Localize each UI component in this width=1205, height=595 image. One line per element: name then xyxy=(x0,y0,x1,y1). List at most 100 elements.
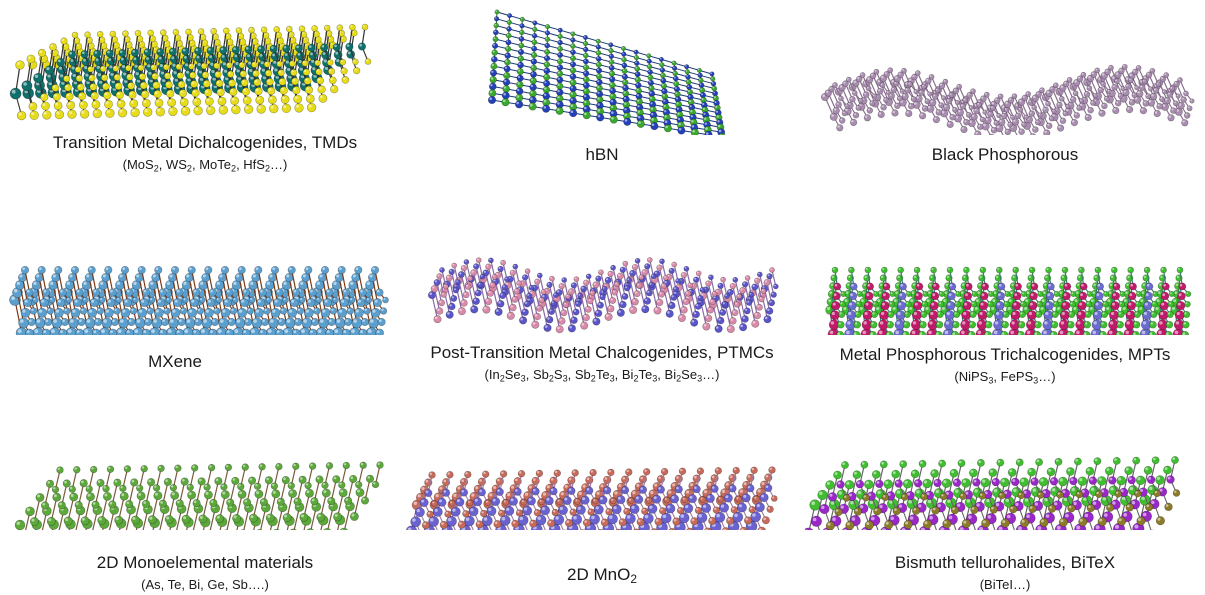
atom-highlight xyxy=(374,299,378,303)
atom-highlight xyxy=(895,330,899,335)
atom-highlight xyxy=(1123,65,1125,67)
atom-highlight xyxy=(674,82,677,84)
atom-highlight xyxy=(201,329,205,333)
atom-highlight xyxy=(1051,332,1054,335)
atom xyxy=(168,317,179,329)
atom-highlight xyxy=(977,291,980,294)
atom xyxy=(647,79,654,86)
atom-highlight xyxy=(909,307,913,310)
atom-highlight xyxy=(101,329,105,333)
atom-highlight xyxy=(57,59,61,63)
atom xyxy=(515,100,524,109)
atom xyxy=(608,47,614,54)
atom-highlight xyxy=(381,308,384,311)
atom-highlight xyxy=(107,299,111,303)
atom xyxy=(544,30,551,36)
atom xyxy=(616,272,624,280)
atom-highlight xyxy=(100,281,104,285)
atom xyxy=(531,320,540,329)
atom xyxy=(1183,112,1191,119)
atom-highlight xyxy=(944,291,947,294)
atom-highlight xyxy=(1092,330,1097,335)
atom xyxy=(610,264,616,271)
atom-highlight xyxy=(979,311,983,316)
atom xyxy=(53,101,63,111)
atom-highlight xyxy=(491,70,494,73)
atom xyxy=(699,87,706,94)
atom xyxy=(503,72,511,80)
atom xyxy=(101,317,113,329)
atom xyxy=(493,16,500,22)
atom xyxy=(273,26,281,33)
atom-highlight xyxy=(637,283,640,286)
atom xyxy=(208,328,218,335)
atom-highlight xyxy=(558,40,561,43)
atom-highlight xyxy=(143,330,147,333)
atom-highlight xyxy=(81,308,84,311)
atom-highlight xyxy=(183,298,186,300)
atom xyxy=(332,43,341,52)
atom-highlight xyxy=(145,49,148,53)
atom-highlight xyxy=(520,317,523,321)
atom-highlight xyxy=(260,289,263,293)
atom-highlight xyxy=(642,270,645,273)
atom xyxy=(1106,88,1112,94)
bond xyxy=(539,275,545,293)
bond xyxy=(331,299,339,334)
atom-highlight xyxy=(243,89,246,92)
atom-highlight xyxy=(510,305,513,308)
bond xyxy=(47,299,56,334)
atom-highlight xyxy=(39,309,43,313)
atom xyxy=(448,302,456,311)
atom xyxy=(595,55,602,62)
atom xyxy=(89,298,99,308)
atom-highlight xyxy=(570,98,574,101)
atom-highlight xyxy=(570,80,574,83)
atom xyxy=(1148,86,1154,92)
atom-highlight xyxy=(992,299,996,302)
bond xyxy=(556,298,563,322)
material-panel-mxene: MXene xyxy=(5,200,405,398)
bond xyxy=(661,58,675,64)
atom xyxy=(990,126,998,134)
atom-highlight xyxy=(89,267,92,270)
atom xyxy=(709,298,716,306)
atom xyxy=(349,23,356,31)
atom-highlight xyxy=(1141,108,1144,111)
atom xyxy=(621,292,629,300)
atom-highlight xyxy=(383,298,386,300)
atom xyxy=(592,281,600,289)
atom-highlight xyxy=(495,17,497,19)
atom xyxy=(644,263,651,270)
atom xyxy=(634,60,640,66)
bond xyxy=(580,295,587,318)
atom-highlight xyxy=(1171,108,1174,111)
atom-highlight xyxy=(447,275,450,278)
atom xyxy=(232,296,239,304)
atom xyxy=(491,274,498,280)
atom xyxy=(89,83,98,91)
atom xyxy=(608,70,616,77)
atom-highlight xyxy=(713,96,716,99)
atom-highlight xyxy=(306,87,309,90)
atom-highlight xyxy=(884,98,886,100)
atom-highlight xyxy=(189,267,192,270)
atom xyxy=(277,69,285,77)
atom-highlight xyxy=(700,88,703,91)
material-title: Black Phosphorous xyxy=(931,145,1079,164)
atom-highlight xyxy=(696,304,699,307)
bond xyxy=(274,269,281,293)
atom xyxy=(318,93,328,103)
atom-highlight xyxy=(600,295,603,297)
bond xyxy=(529,300,536,325)
atom xyxy=(341,76,350,84)
atom-highlight xyxy=(519,37,522,39)
atom-highlight xyxy=(1098,88,1101,90)
atom xyxy=(963,118,970,126)
atom xyxy=(869,320,878,329)
atom xyxy=(137,307,148,318)
atom-highlight xyxy=(713,295,716,299)
atom xyxy=(538,297,545,304)
atom-highlight xyxy=(1105,96,1107,99)
atom-highlight xyxy=(26,289,30,293)
